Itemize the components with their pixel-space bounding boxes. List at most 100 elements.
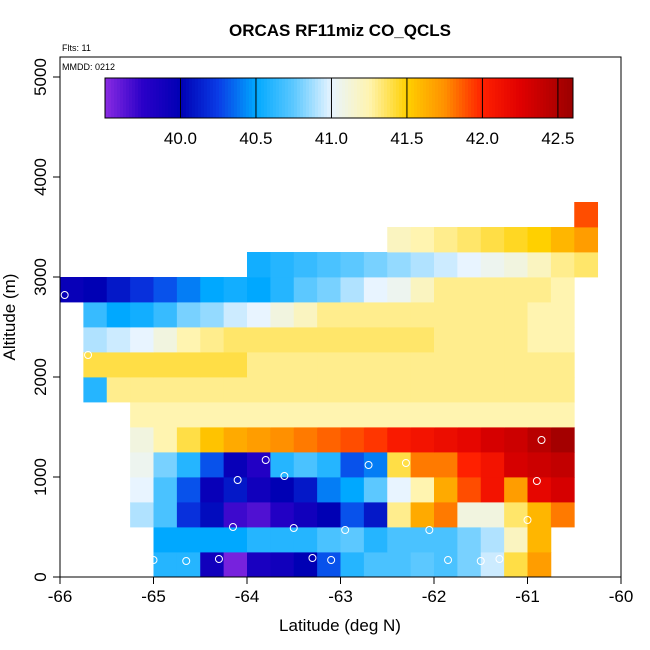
colorbar-swatch — [294, 78, 298, 118]
sample-marker — [364, 461, 373, 469]
flights-note: Flts: 11 — [62, 43, 91, 53]
date-note: MMDD: 0212 — [62, 62, 115, 72]
heatmap-cell — [480, 302, 505, 328]
heatmap-cell — [363, 502, 388, 528]
colorbar-swatch — [549, 78, 553, 118]
heatmap-cell — [60, 277, 84, 303]
colorbar-swatch — [399, 78, 403, 118]
colorbar-swatch — [450, 78, 454, 118]
colorbar-swatch — [489, 78, 493, 118]
heatmap-cell — [550, 377, 575, 403]
heatmap-cell — [480, 427, 505, 453]
colorbar-swatch — [435, 78, 439, 118]
heatmap-cell — [223, 302, 248, 328]
colorbar-swatch — [162, 78, 166, 118]
colorbar-swatch — [156, 78, 160, 118]
heatmap-cell — [340, 402, 365, 428]
heatmap-cell — [480, 227, 505, 253]
colorbar-swatch — [276, 78, 280, 118]
colorbar-swatch — [369, 78, 373, 118]
colorbar-swatch — [207, 78, 211, 118]
sample-marker — [214, 555, 223, 563]
heatmap-cell — [130, 502, 154, 528]
heatmap-cell — [574, 252, 599, 278]
colorbar-swatch — [105, 78, 109, 118]
heatmap-cell — [293, 252, 318, 278]
colorbar-swatch — [195, 78, 199, 118]
heatmap-cell — [270, 452, 295, 478]
heatmap-cell — [457, 402, 482, 428]
colorbar-swatch — [300, 78, 304, 118]
heatmap-cell — [527, 427, 552, 453]
heatmap-cell — [130, 277, 154, 303]
colorbar-swatch — [447, 78, 451, 118]
heatmap-cell — [270, 352, 295, 378]
heatmap-cell — [527, 252, 552, 278]
heatmap-cell — [457, 352, 482, 378]
heatmap-cell — [480, 252, 505, 278]
heatmap-cell — [527, 527, 552, 553]
heatmap-cell — [270, 527, 295, 553]
heatmap-cell — [410, 427, 435, 453]
heatmap-cell — [504, 302, 528, 328]
heatmap-cell — [176, 477, 201, 503]
colorbar-swatch — [555, 78, 559, 118]
heatmap-cell — [387, 552, 412, 578]
heatmap-cell — [457, 252, 482, 278]
heatmap-cell — [106, 327, 131, 353]
heatmap-cell — [387, 327, 412, 353]
colorbar-swatch — [318, 78, 322, 118]
heatmap-cell — [176, 502, 201, 528]
colorbar-swatch — [411, 78, 415, 118]
colorbar-swatch — [336, 78, 340, 118]
colorbar-swatch — [141, 78, 145, 118]
heatmap-cell — [200, 277, 225, 303]
colorbar-frame — [104, 77, 574, 119]
colorbar-swatch — [537, 78, 541, 118]
chart-title: ORCAS RF11miz CO_QCLS — [229, 21, 451, 40]
heatmap-cell — [317, 527, 341, 553]
colorbar-swatch — [126, 78, 130, 118]
heatmap-cell — [434, 427, 458, 453]
heatmap-cell — [480, 527, 505, 553]
heatmap-cell — [434, 252, 458, 278]
sample-marker — [327, 556, 336, 564]
heatmap-cell — [247, 527, 271, 553]
heatmap-cell — [293, 277, 318, 303]
colorbar-swatch — [252, 78, 256, 118]
heatmap-cell — [527, 402, 552, 428]
heatmap-cell — [200, 327, 225, 353]
colorbar-swatch — [384, 78, 388, 118]
heatmap-cell — [270, 552, 295, 578]
colorbar-swatch — [486, 78, 490, 118]
heatmap-cell — [527, 452, 552, 478]
heatmap-cell — [387, 402, 412, 428]
heatmap-cell — [270, 427, 295, 453]
heatmap-cell — [504, 527, 528, 553]
heatmap-cell — [317, 252, 341, 278]
colorbar-swatch — [348, 78, 352, 118]
heatmap-cell — [410, 402, 435, 428]
heatmap-cell — [340, 302, 365, 328]
heatmap-cell — [293, 427, 318, 453]
heatmap-cell — [550, 252, 575, 278]
heatmap-cell — [83, 302, 108, 328]
heatmap-cell — [270, 252, 295, 278]
heatmap-cell — [434, 452, 458, 478]
heatmap-cell — [176, 302, 201, 328]
colorbar-swatch — [138, 78, 142, 118]
colorbar-swatch — [327, 78, 331, 118]
colorbar-swatch — [519, 78, 523, 118]
colorbar-swatch — [165, 78, 169, 118]
colorbar-swatch — [546, 78, 550, 118]
heatmap-cell — [247, 552, 271, 578]
colorbar-swatch — [504, 78, 508, 118]
heatmap-cell — [550, 427, 575, 453]
heatmap-cell — [176, 552, 201, 578]
colorbar-swatch — [273, 78, 277, 118]
heatmap-cell — [293, 302, 318, 328]
colorbar-swatch — [228, 78, 232, 118]
heatmap-cell — [457, 502, 482, 528]
heatmap-cell — [340, 477, 365, 503]
